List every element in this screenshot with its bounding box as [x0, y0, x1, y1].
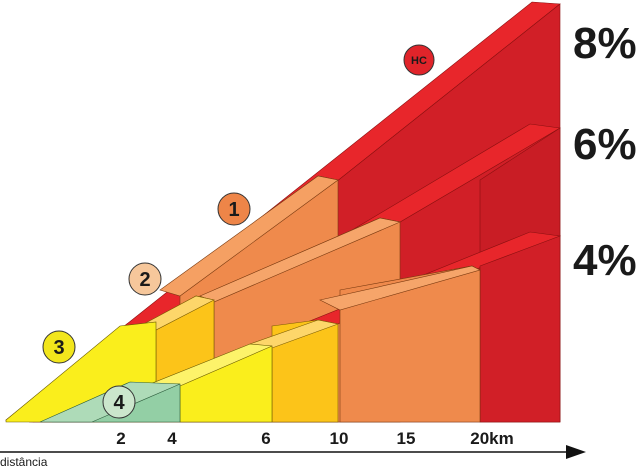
category-badge-hc-label: HC	[411, 55, 427, 67]
distance-tick: 2	[116, 429, 125, 448]
ramp-8pct-cat1-top	[159, 175, 339, 297]
grade-label-6: 6%	[573, 120, 637, 169]
ramp-4pct-cat1-top	[319, 265, 481, 311]
distance-axis-arrowhead	[566, 445, 586, 459]
distance-tick: 6	[261, 429, 270, 448]
ramp-6pct	[5, 123, 561, 423]
ramp-4pct	[39, 231, 562, 423]
distance-tick: 15	[397, 429, 416, 448]
grade-label-4: 4%	[573, 236, 637, 285]
distance-tick: 20km	[470, 429, 513, 448]
distance-tick: 10	[330, 429, 349, 448]
category-badge-2: 2	[128, 262, 162, 296]
grade-label-8: 8%	[573, 19, 637, 68]
category-badge-1-label: 1	[228, 199, 239, 221]
ramp-4pct-red-block	[479, 235, 561, 423]
category-badge-3: 3	[42, 330, 76, 364]
category-badge-4-label: 4	[113, 392, 125, 414]
category-badge-hc: HC	[403, 44, 435, 76]
category-badge-4: 4	[102, 385, 136, 419]
category-badge-1: 1	[217, 192, 251, 226]
category-badge-3-label: 3	[53, 337, 64, 359]
distance-axis	[0, 445, 586, 459]
distance-axis-label: distância	[0, 455, 48, 468]
category-badge-2-label: 2	[139, 269, 150, 291]
ramp-4pct-cat1-block	[339, 265, 481, 423]
distance-tick: 4	[167, 429, 177, 448]
